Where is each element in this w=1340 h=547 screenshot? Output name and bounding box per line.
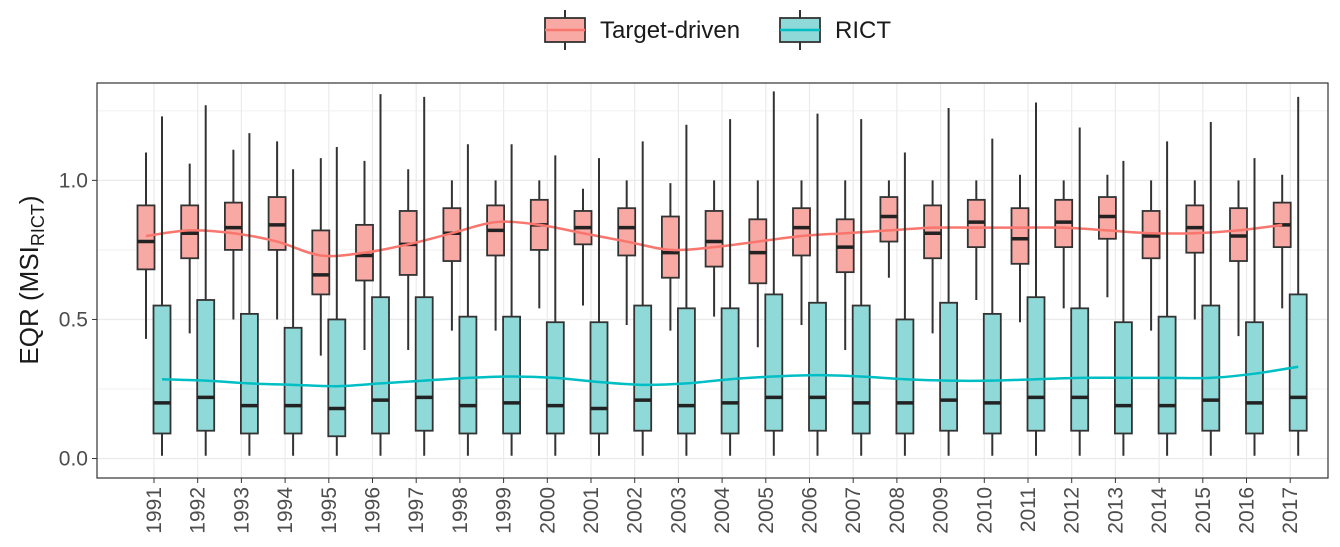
x-tick-label: 1995 [318,487,341,534]
x-tick-label: 1992 [187,487,210,534]
y-label-close: ) [14,195,44,204]
box [792,207,811,257]
x-tick-label: 2017 [1279,487,1302,534]
x-tick-label: 2011 [1017,487,1040,532]
plot-panel [96,82,1329,479]
box [633,304,653,432]
x-tick-label: 2012 [1061,487,1084,534]
box [502,315,522,435]
box [1157,315,1177,435]
legend-item: Target-driven [544,10,740,50]
box [371,296,390,435]
x-tick-label: 2001 [580,487,603,534]
x-tick-label: 2002 [624,487,647,534]
box [283,326,303,435]
box [327,318,347,438]
x-tick-label: 2004 [711,487,734,534]
box [152,304,172,435]
box [414,296,434,432]
x-tick-label: 2005 [755,487,778,534]
x-tick-label: 1999 [493,487,516,534]
x-tick-label: 2015 [1192,487,1215,534]
x-tick-label: 1997 [405,487,428,534]
y-tick-label: 0.0 [59,448,88,471]
box [1010,207,1030,265]
x-tick-label: 1998 [449,487,472,534]
legend-label: Target-driven [600,17,740,44]
x-tick-label: 2003 [667,487,690,534]
x-tick-label: 2000 [536,487,559,534]
box [1070,307,1090,432]
box [617,207,637,257]
x-tick-label: 2007 [842,487,865,534]
box [136,204,156,271]
box [589,321,609,435]
box [661,215,680,279]
box [851,304,871,435]
box [939,301,958,432]
x-tick-label: 1996 [362,487,385,534]
box [704,210,724,268]
box [808,301,827,432]
x-tick-label: 2013 [1104,487,1127,534]
box [982,312,1002,435]
x-tick-label: 2010 [973,487,996,534]
box [1245,321,1264,435]
box [311,229,331,296]
box [1288,293,1308,432]
trend-line [161,365,1299,388]
box [895,318,915,435]
x-tick-label: 1994 [274,487,297,534]
x-tick-label: 2009 [930,487,953,534]
legend-label: RICT [835,17,891,44]
x-tick-label: 1993 [230,487,253,534]
legend-item: RICT [779,10,891,50]
x-tick-label: 2014 [1148,487,1171,534]
x-tick-label: 1991 [143,487,166,534]
trend-line [145,220,1283,258]
box [1201,304,1221,432]
y-axis-label: EQR (MSIRICT) [14,195,48,364]
box [720,307,740,435]
x-tick-label: 2006 [799,487,822,534]
box [239,312,259,435]
y-label-main: EQR (MSI [14,246,44,364]
x-tick-label: 2016 [1236,487,1259,534]
box [458,315,478,435]
box [196,299,216,432]
box [1026,296,1046,432]
box [764,293,784,432]
x-tick-label: 2008 [886,487,909,534]
box [879,196,899,243]
y-tick-label: 0.5 [59,308,88,331]
y-tick-label: 1.0 [59,169,88,192]
box [677,307,696,435]
y-label-sub: RICT [28,204,48,246]
